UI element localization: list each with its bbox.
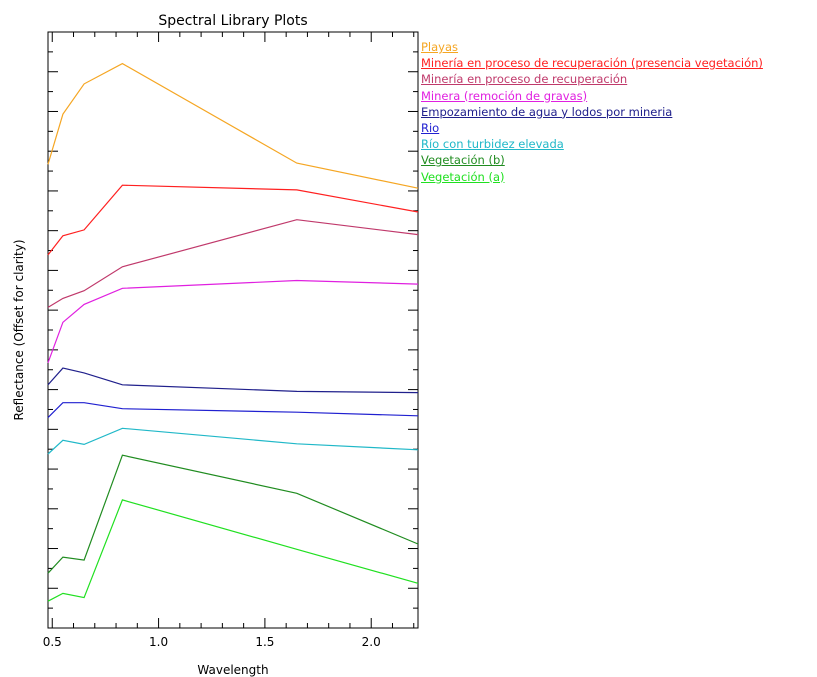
legend-item-8[interactable]: Vegetación (b) [421, 153, 505, 168]
series-line-9 [47, 499, 419, 602]
x-tick-label: 0.5 [43, 635, 62, 649]
series-lines [47, 62, 419, 602]
series-line-7 [47, 427, 419, 455]
chart-legend: Playas Minería en proceso de recuperación… [421, 40, 763, 186]
legend-item-7[interactable]: Río con turbidez elevada [421, 137, 564, 152]
series-line-1 [47, 62, 419, 189]
chart-title: Spectral Library Plots [158, 13, 307, 29]
legend-item-6[interactable]: Rio [421, 120, 440, 135]
legend-item-1[interactable]: Playas [421, 40, 459, 54]
x-axis-label: Wavelength [197, 663, 268, 677]
axis-ticks [48, 32, 418, 628]
y-axis-label: Reflectance (Offset for clarity) [12, 239, 26, 420]
legend-item-4[interactable]: Minera (remoción de gravas) [421, 88, 588, 103]
series-line-5 [47, 367, 419, 394]
x-tick-label: 2.0 [362, 635, 381, 649]
legend-item-3[interactable]: Minería en proceso de recuperación [421, 72, 628, 87]
series-line-3 [47, 219, 419, 308]
x-tick-labels: 0.5 1.0 1.5 2.0 [43, 635, 381, 649]
series-line-6 [47, 402, 419, 419]
series-line-8 [47, 454, 419, 574]
legend-item-9[interactable]: Vegetación (a) [421, 169, 505, 184]
series-line-4 [47, 279, 419, 364]
series-line-2 [47, 184, 419, 256]
legend-item-2[interactable]: Minería en proceso de recuperación (pres… [421, 56, 763, 71]
legend-item-5[interactable]: Empozamiento de agua y lodos por mineria [421, 104, 673, 119]
plot-frame [47, 31, 419, 629]
x-tick-label: 1.5 [255, 635, 274, 649]
x-tick-label: 1.0 [149, 635, 168, 649]
